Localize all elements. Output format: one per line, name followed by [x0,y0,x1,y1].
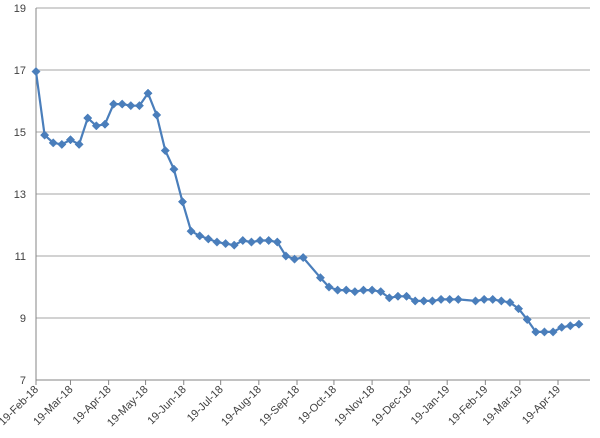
data-point [427,296,437,306]
y-tick-labels: 7 9 11 13 15 17 19 [14,3,26,387]
data-point [393,291,403,301]
data-point [341,285,351,295]
data-point [453,294,463,304]
data-point [315,273,325,283]
data-point [246,237,256,247]
data-point [57,139,67,149]
axes [35,8,590,385]
data-point [238,235,248,246]
data-point [436,294,446,304]
data-point [40,130,50,140]
data-point [126,101,136,111]
y-tick-label: 9 [20,313,26,325]
data-point [109,99,119,109]
x-tick-label: 19-Sep-18 [257,384,302,429]
data-point [548,327,558,337]
data-point [272,237,282,247]
data-point [298,252,308,263]
data-point [83,113,93,123]
data-point [143,88,153,98]
data-point [281,251,291,261]
data-point [557,322,567,332]
y-tick-label: 13 [14,189,26,201]
data-point [229,240,239,250]
y-tick-label: 11 [15,251,26,263]
data-point [522,314,532,325]
data-point [367,285,377,295]
series-line [34,71,580,333]
y-tick-label: 17 [14,65,26,77]
data-point [531,327,541,337]
y-tick-label: 19 [14,3,26,15]
data-point [565,321,575,331]
data-point [289,254,300,264]
data-point [445,294,455,304]
data-point [514,304,524,314]
data-point [160,146,170,156]
series [31,66,584,337]
data-point [376,287,386,297]
data-point [117,99,127,109]
data-point [203,234,213,244]
data-point [186,226,196,236]
data-point [384,293,394,303]
x-tick-label: 19-Aug-18 [219,384,264,429]
data-point [505,297,515,308]
x-tick-label: 19-Dec-18 [369,384,414,429]
data-point [350,287,360,297]
data-point [402,291,412,301]
data-point [324,282,334,292]
data-point [31,66,41,77]
data-point [358,285,369,295]
data-point [134,101,144,111]
data-point [195,231,205,241]
data-point [410,296,420,306]
y-tick-label: 15 [14,127,26,139]
data-point [470,296,481,306]
x-tick-label: 19-Apr-19 [520,384,563,427]
data-point [496,296,506,306]
data-point [177,197,188,207]
data-point [169,164,179,174]
data-point [479,294,489,304]
gridlines [36,7,590,319]
x-tick-label: 19-Jun-18 [145,384,189,428]
data-point [419,296,429,306]
data-point [333,285,343,295]
data-point [574,319,584,329]
data-point [65,135,76,145]
data-point [539,327,550,337]
data-point [152,110,162,120]
data-point [100,119,110,129]
y-tick-label: 7 [20,375,26,387]
data-point [212,237,222,247]
data-point [264,235,274,246]
data-point [488,294,498,304]
data-point [255,235,265,246]
data-point [221,239,231,249]
data-point [91,121,101,131]
data-point [48,138,58,148]
x-tick-labels: 19-Feb-1819-Mar-1819-Apr-1819-May-1819-J… [0,384,563,430]
data-point [74,139,84,149]
